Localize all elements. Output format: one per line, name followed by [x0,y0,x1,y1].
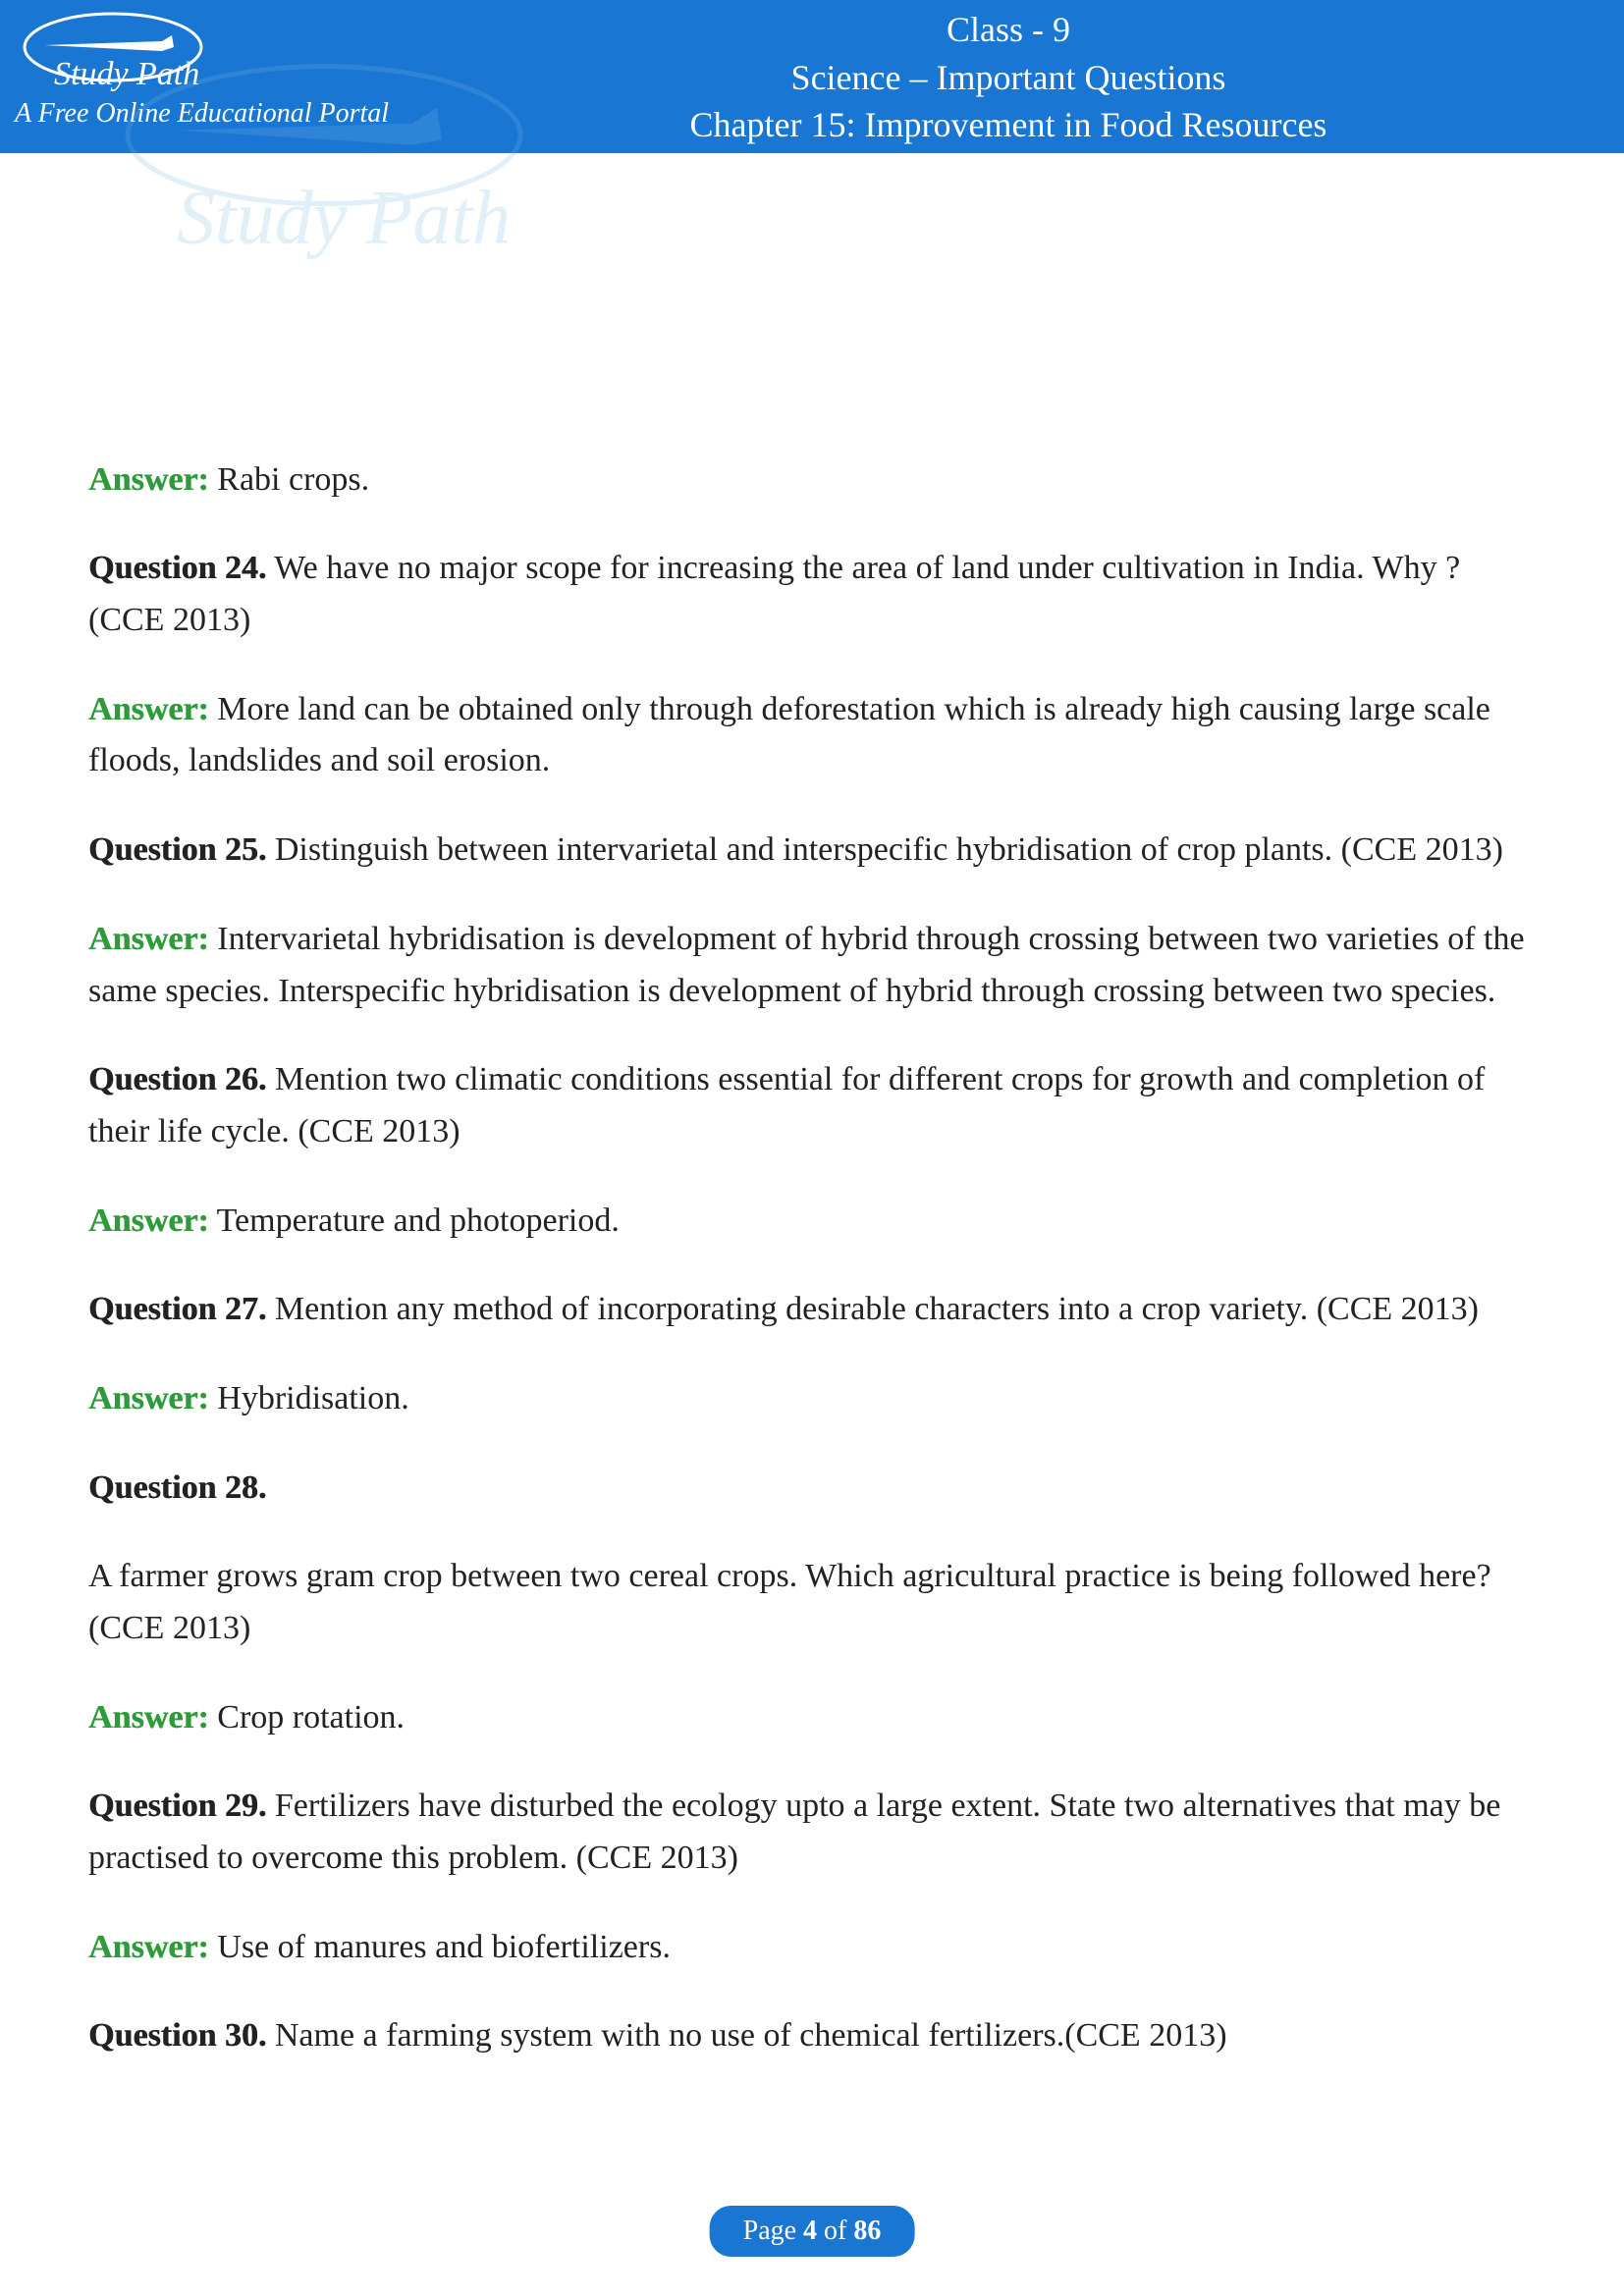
answer-text: More land can be obtained only through d… [88,691,1490,779]
question-label: Question 24. [88,550,266,586]
answer-block: Answer: Use of manures and biofertilizer… [88,1922,1536,1974]
page-header: Study Path A Free Online Educational Por… [0,0,1624,153]
header-title-block: Class - 9 Science – Important Questions … [412,6,1604,149]
question-text: We have no major scope for increasing th… [88,550,1460,638]
footer-prefix: Page [743,2216,803,2246]
answer-block: Answer: Rabi crops. [88,454,1536,507]
question-label: Question 26. [88,1061,266,1097]
question-block: Question 25. Distinguish between interva… [88,825,1536,877]
logo-tagline: A Free Online Educational Portal [15,98,407,130]
page-content: Study Path Answer: Rabi crops. Question … [0,153,1624,2062]
footer-current-page: 4 [803,2216,817,2246]
svg-text:Study Path: Study Path [177,175,511,260]
question-label: Question 27. [88,1291,266,1327]
answer-block: Answer: Intervarietal hybridisation is d… [88,914,1536,1017]
answer-text: Crop rotation. [217,1699,405,1735]
svg-text:Study Path: Study Path [54,56,199,92]
header-chapter-line: Chapter 15: Improvement in Food Resource… [412,101,1604,149]
answer-label: Answer: [88,1380,209,1416]
question-text: A farmer grows gram crop between two cer… [88,1558,1491,1646]
answer-block: Answer: More land can be obtained only t… [88,684,1536,787]
logo-block: Study Path A Free Online Educational Por… [15,8,407,130]
answer-label: Answer: [88,461,209,498]
answer-text: Rabi crops. [217,461,369,498]
question-text: Fertilizers have disturbed the ecology u… [88,1788,1500,1876]
answer-label: Answer: [88,1202,209,1239]
answer-text: Hybridisation. [217,1380,408,1416]
answer-block: Answer: Crop rotation. [88,1692,1536,1744]
question-label: Question 30. [88,2017,266,2054]
answer-text: Intervarietal hybridisation is developme… [88,921,1525,1009]
footer-sep: of [817,2216,853,2246]
question-body: A farmer grows gram crop between two cer… [88,1551,1536,1654]
question-text: Name a farming system with no use of che… [275,2017,1227,2054]
answer-label: Answer: [88,921,209,957]
answer-label: Answer: [88,1929,209,1965]
header-subject-line: Science – Important Questions [412,54,1604,102]
footer-total-pages: 86 [853,2216,881,2246]
question-text: Mention any method of incorporating desi… [275,1291,1479,1327]
answer-text: Use of manures and biofertilizers. [217,1929,671,1965]
question-block: Question 24. We have no major scope for … [88,543,1536,646]
study-path-logo-icon: Study Path [15,8,231,96]
question-label: Question 25. [88,831,266,868]
question-text: Distinguish between intervarietal and in… [275,831,1503,868]
page-footer: Page 4 of 86 [710,2206,915,2257]
question-label: Question 28. [88,1469,266,1506]
question-block: Question 27. Mention any method of incor… [88,1284,1536,1336]
question-block: Question 29. Fertilizers have disturbed … [88,1781,1536,1884]
answer-block: Answer: Hybridisation. [88,1373,1536,1425]
question-text: Mention two climatic conditions essentia… [88,1061,1485,1149]
answer-label: Answer: [88,691,209,727]
question-block: Question 26. Mention two climatic condit… [88,1054,1536,1157]
question-block: Question 28. [88,1463,1536,1515]
answer-block: Answer: Temperature and photoperiod. [88,1196,1536,1248]
question-block: Question 30. Name a farming system with … [88,2010,1536,2062]
answer-label: Answer: [88,1699,209,1735]
header-class-line: Class - 9 [412,6,1604,54]
answer-text: Temperature and photoperiod. [217,1202,620,1239]
question-label: Question 29. [88,1788,266,1824]
